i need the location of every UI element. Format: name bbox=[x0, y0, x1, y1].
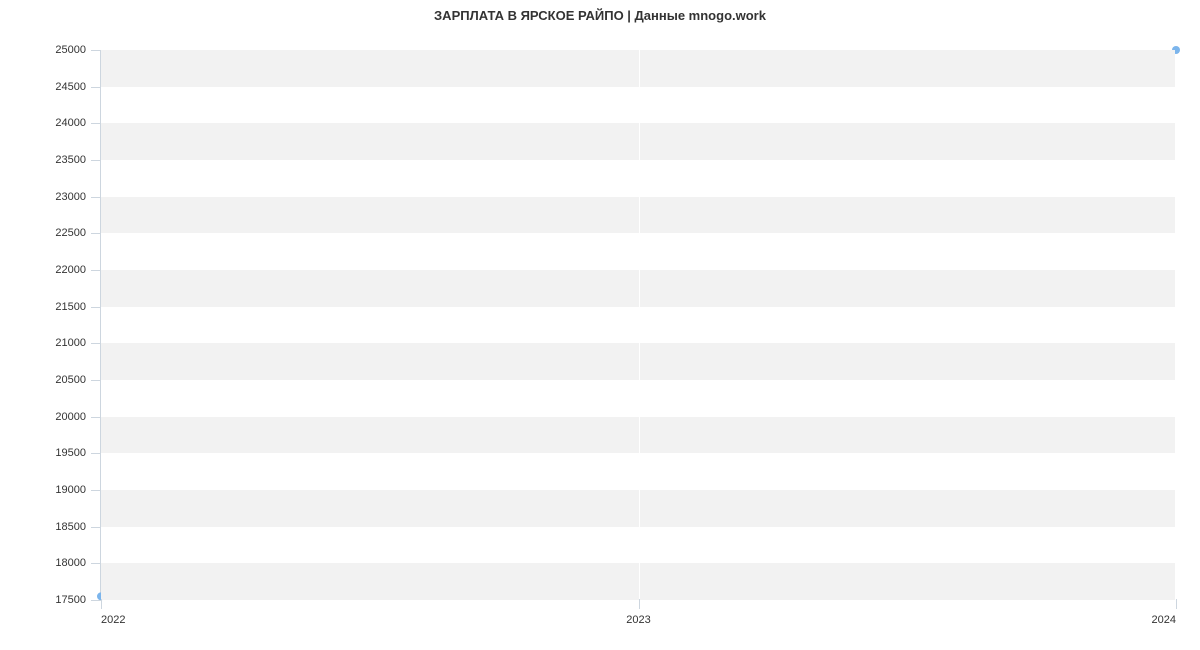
y-tick-label: 21000 bbox=[55, 337, 86, 349]
y-tick bbox=[91, 527, 101, 528]
x-gridline bbox=[639, 50, 640, 599]
line-chart: ЗАРПЛАТА В ЯРСКОЕ РАЙПО | Данные mnogo.w… bbox=[0, 0, 1200, 650]
y-tick-label: 22000 bbox=[55, 264, 86, 276]
y-tick bbox=[91, 600, 101, 601]
y-tick-label: 22500 bbox=[55, 227, 86, 239]
y-tick bbox=[91, 563, 101, 564]
y-tick-label: 25000 bbox=[55, 44, 86, 56]
y-tick bbox=[91, 343, 101, 344]
x-tick-label: 2024 bbox=[1152, 614, 1176, 626]
chart-title: ЗАРПЛАТА В ЯРСКОЕ РАЙПО | Данные mnogo.w… bbox=[0, 8, 1200, 23]
x-tick bbox=[101, 599, 102, 609]
x-tick bbox=[1176, 599, 1177, 609]
y-tick-label: 24500 bbox=[55, 81, 86, 93]
y-tick bbox=[91, 87, 101, 88]
y-tick-label: 18500 bbox=[55, 521, 86, 533]
y-tick-label: 20500 bbox=[55, 374, 86, 386]
x-tick bbox=[639, 599, 640, 609]
y-tick-label: 21500 bbox=[55, 301, 86, 313]
x-tick-label: 2023 bbox=[626, 614, 650, 626]
y-tick bbox=[91, 453, 101, 454]
y-tick bbox=[91, 197, 101, 198]
y-tick bbox=[91, 123, 101, 124]
y-tick-label: 20000 bbox=[55, 411, 86, 423]
y-tick-label: 19000 bbox=[55, 484, 86, 496]
y-tick-label: 24000 bbox=[55, 117, 86, 129]
y-tick-label: 23000 bbox=[55, 191, 86, 203]
y-tick bbox=[91, 490, 101, 491]
y-tick bbox=[91, 160, 101, 161]
y-tick bbox=[91, 50, 101, 51]
y-tick-label: 19500 bbox=[55, 447, 86, 459]
y-tick bbox=[91, 233, 101, 234]
y-tick-label: 23500 bbox=[55, 154, 86, 166]
y-tick-label: 18000 bbox=[55, 557, 86, 569]
y-tick bbox=[91, 307, 101, 308]
y-tick bbox=[91, 270, 101, 271]
plot-area: 1750018000185001900019500200002050021000… bbox=[100, 50, 1175, 600]
x-tick-label: 2022 bbox=[101, 614, 125, 626]
y-tick-label: 17500 bbox=[55, 594, 86, 606]
y-tick bbox=[91, 380, 101, 381]
y-tick bbox=[91, 417, 101, 418]
